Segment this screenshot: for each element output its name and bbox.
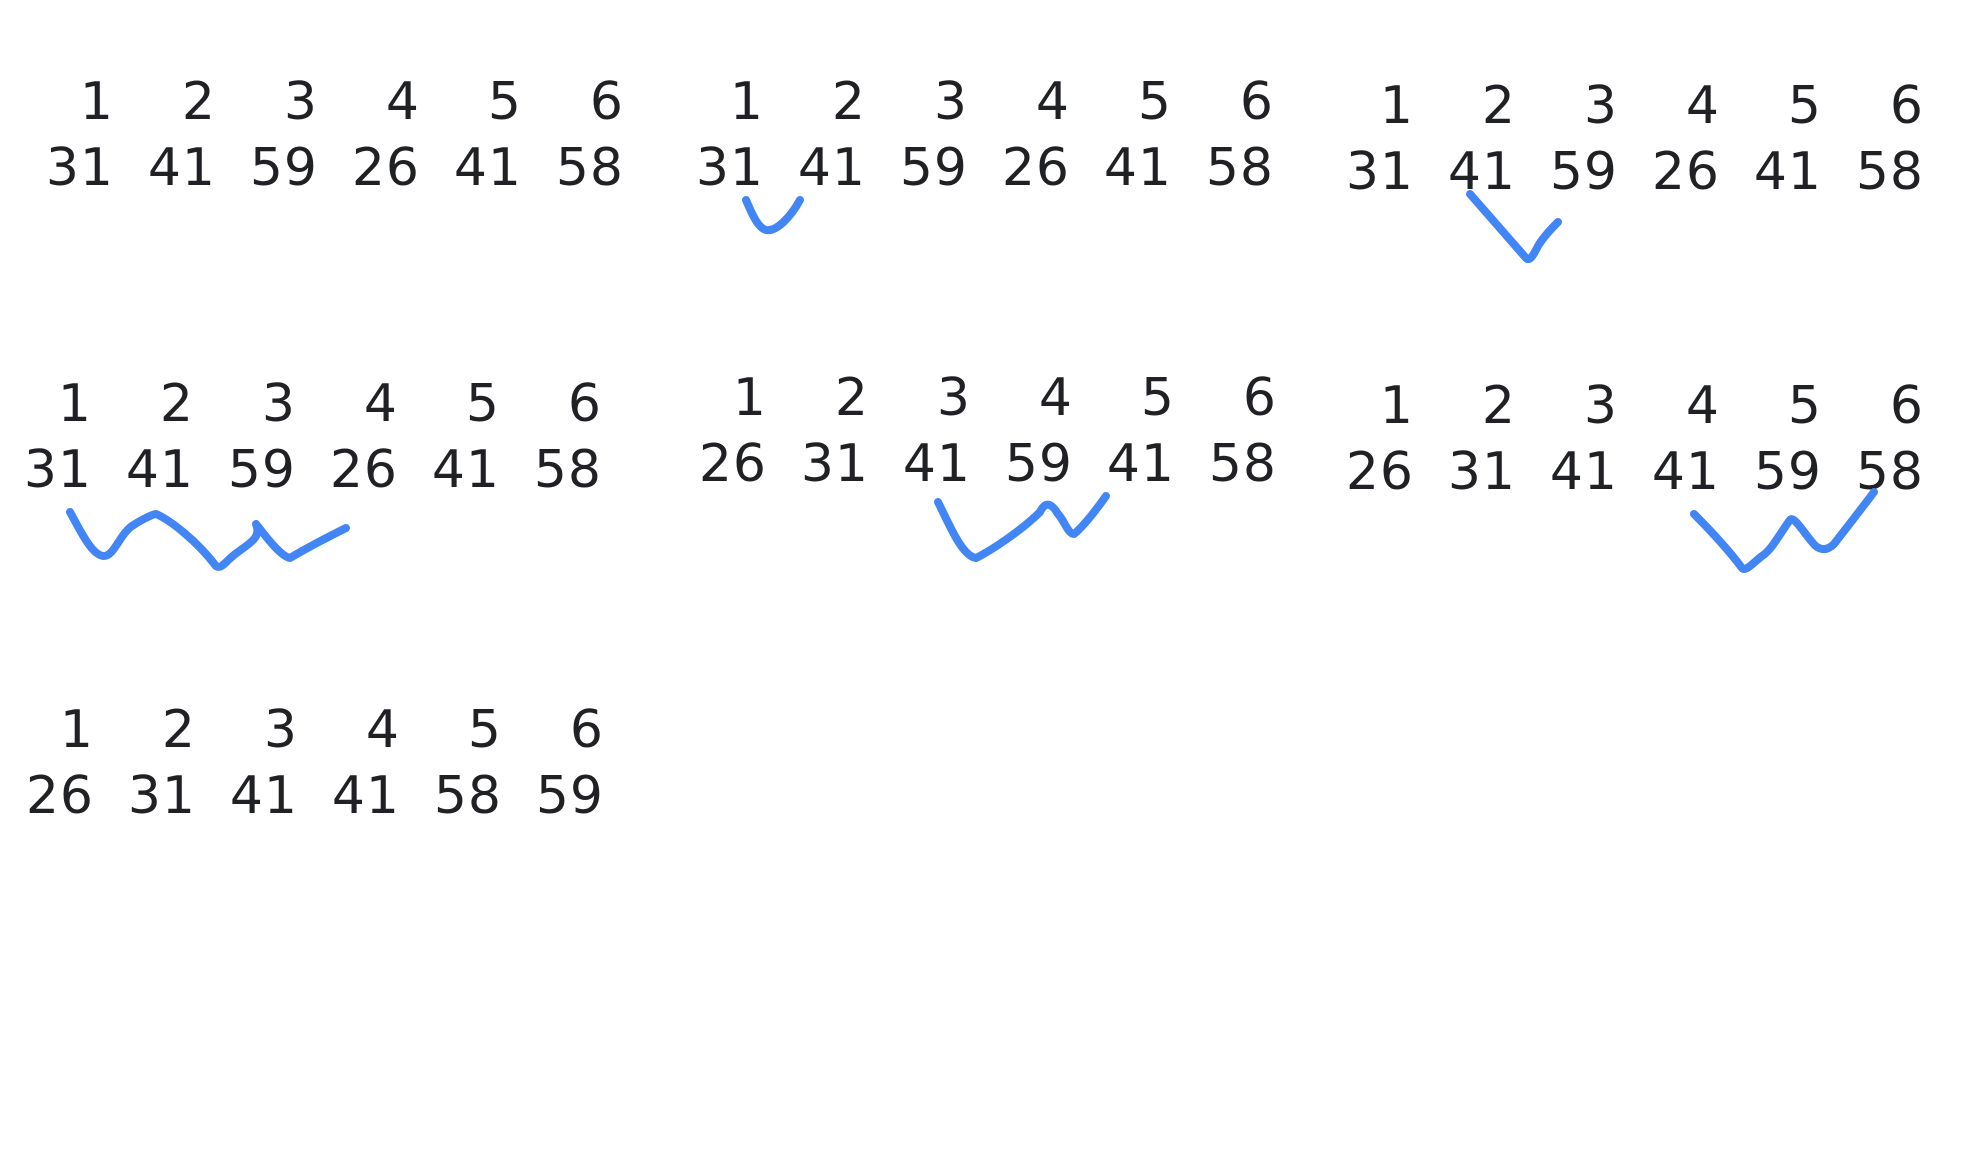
value-cell: 41 bbox=[1753, 142, 1822, 202]
value-cell: 26 bbox=[1651, 142, 1720, 202]
index-cell: 3 bbox=[1583, 376, 1618, 436]
value-cell: 41 bbox=[1103, 138, 1172, 198]
index-cell: 2 bbox=[181, 72, 216, 132]
value-cell: 58 bbox=[533, 440, 602, 500]
index-cell: 4 bbox=[385, 72, 420, 132]
value-cell: 58 bbox=[1855, 442, 1924, 502]
value-cell: 26 bbox=[1001, 138, 1070, 198]
value-cell: 59 bbox=[1753, 442, 1822, 502]
value-cell: 41 bbox=[1651, 442, 1720, 502]
value-cell: 41 bbox=[453, 138, 522, 198]
value-cell: 59 bbox=[249, 138, 318, 198]
value-cell: 26 bbox=[25, 766, 94, 826]
index-cell: 1 bbox=[59, 700, 94, 760]
value-cell: 26 bbox=[329, 440, 398, 500]
value-cell: 59 bbox=[227, 440, 296, 500]
value-cell: 41 bbox=[431, 440, 500, 500]
index-cell: 2 bbox=[834, 368, 869, 428]
value-cell: 26 bbox=[1345, 442, 1414, 502]
index-cell: 1 bbox=[1379, 376, 1414, 436]
index-cell: 3 bbox=[936, 368, 971, 428]
value-cell: 41 bbox=[1447, 142, 1516, 202]
index-cell: 3 bbox=[261, 374, 296, 434]
index-cell: 5 bbox=[1787, 376, 1822, 436]
value-cell: 58 bbox=[1855, 142, 1924, 202]
value-cell: 59 bbox=[1549, 142, 1618, 202]
index-cell: 6 bbox=[1239, 72, 1274, 132]
value-cell: 41 bbox=[902, 434, 971, 494]
value-cell: 58 bbox=[1208, 434, 1277, 494]
value-cell: 31 bbox=[695, 138, 764, 198]
ink-stroke bbox=[934, 492, 1110, 562]
index-cell: 5 bbox=[465, 374, 500, 434]
index-cell: 6 bbox=[569, 700, 604, 760]
index-cell: 3 bbox=[283, 72, 318, 132]
value-cell: 59 bbox=[899, 138, 968, 198]
index-cell: 5 bbox=[487, 72, 522, 132]
index-cell: 4 bbox=[365, 700, 400, 760]
value-cell: 31 bbox=[800, 434, 869, 494]
value-cell: 41 bbox=[125, 440, 194, 500]
value-cell: 26 bbox=[698, 434, 767, 494]
value-cell: 41 bbox=[147, 138, 216, 198]
index-cell: 3 bbox=[933, 72, 968, 132]
value-cell: 41 bbox=[331, 766, 400, 826]
ink-stroke bbox=[742, 196, 804, 235]
index-cell: 1 bbox=[732, 368, 767, 428]
value-cell: 58 bbox=[1205, 138, 1274, 198]
index-cell: 4 bbox=[1685, 76, 1720, 136]
value-cell: 58 bbox=[433, 766, 502, 826]
index-cell: 4 bbox=[1685, 376, 1720, 436]
index-cell: 5 bbox=[1137, 72, 1172, 132]
ink-stroke bbox=[66, 508, 350, 571]
index-cell: 2 bbox=[159, 374, 194, 434]
index-cell: 3 bbox=[263, 700, 298, 760]
index-cell: 1 bbox=[57, 374, 92, 434]
index-cell: 5 bbox=[1787, 76, 1822, 136]
ink-stroke bbox=[1690, 488, 1878, 573]
value-cell: 59 bbox=[1004, 434, 1073, 494]
value-cell: 41 bbox=[1549, 442, 1618, 502]
index-cell: 6 bbox=[1889, 376, 1924, 436]
index-cell: 2 bbox=[1481, 76, 1516, 136]
index-cell: 5 bbox=[467, 700, 502, 760]
index-cell: 4 bbox=[1038, 368, 1073, 428]
value-cell: 31 bbox=[127, 766, 196, 826]
index-cell: 6 bbox=[567, 374, 602, 434]
index-cell: 1 bbox=[1379, 76, 1414, 136]
value-cell: 41 bbox=[1106, 434, 1175, 494]
index-cell: 6 bbox=[589, 72, 624, 132]
value-cell: 59 bbox=[535, 766, 604, 826]
value-cell: 58 bbox=[555, 138, 624, 198]
index-cell: 4 bbox=[363, 374, 398, 434]
index-cell: 6 bbox=[1889, 76, 1924, 136]
value-cell: 31 bbox=[1345, 142, 1414, 202]
index-cell: 4 bbox=[1035, 72, 1070, 132]
index-cell: 2 bbox=[831, 72, 866, 132]
value-cell: 31 bbox=[45, 138, 114, 198]
index-cell: 5 bbox=[1140, 368, 1175, 428]
index-cell: 3 bbox=[1583, 76, 1618, 136]
index-cell: 1 bbox=[729, 72, 764, 132]
index-cell: 1 bbox=[79, 72, 114, 132]
value-cell: 41 bbox=[797, 138, 866, 198]
value-cell: 31 bbox=[1447, 442, 1516, 502]
index-cell: 6 bbox=[1242, 368, 1277, 428]
value-cell: 31 bbox=[23, 440, 92, 500]
ink-stroke bbox=[1466, 190, 1562, 263]
index-cell: 2 bbox=[161, 700, 196, 760]
value-cell: 26 bbox=[351, 138, 420, 198]
value-cell: 41 bbox=[229, 766, 298, 826]
index-cell: 2 bbox=[1481, 376, 1516, 436]
